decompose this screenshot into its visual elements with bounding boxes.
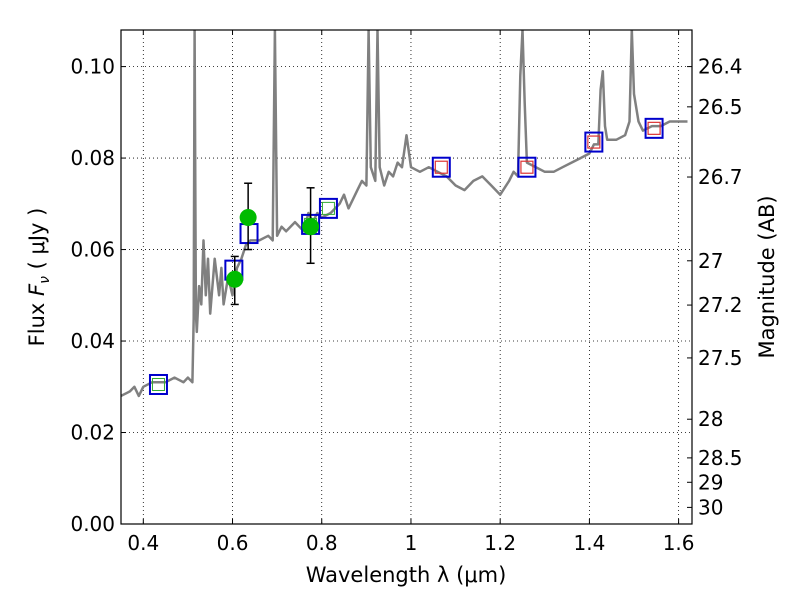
x-tick-label: 0.6 [217,531,249,555]
y-axis-label-text: Flux [25,303,49,347]
right-tick-label: 28.5 [698,446,743,470]
x-tick-label: 0.4 [127,531,159,555]
model-photometry-inner-red [520,160,534,174]
observed-point [302,218,320,236]
right-tick-label: 29 [698,470,723,494]
y-axis-label-subscript: ν [37,276,53,284]
right-tick-label: 26.5 [698,95,743,119]
model-photometry-layer [148,117,664,395]
y-tick-label: 0.00 [70,512,115,536]
spectrum-line [121,30,688,398]
x-tick-label: 1.4 [573,531,605,555]
model-photometry-inner-green [321,201,335,215]
x-axis-label: Wavelength λ (μm) [306,563,507,587]
model-photometry-inner-red [647,121,661,135]
observed-point [239,209,257,227]
y-axis-label: Flux Fν ( μJy ) [25,208,53,347]
right-tick-label: 28 [698,407,723,431]
model-photometry-inner-red [434,160,448,174]
model-photometry-box [644,117,664,139]
x-tick-label: 1 [405,531,418,555]
y-tick-label: 0.04 [70,329,115,353]
model-photometry-inner-red [587,135,601,149]
model-photometry-box [318,197,338,219]
observed-photometry-layer [226,182,320,306]
y-axis-label-symbol: F [25,283,49,296]
x-tick-label: 0.8 [306,531,338,555]
right-tick-label: 30 [698,495,723,519]
y-tick-label: 0.08 [70,146,115,170]
right-axis-label: Magnitude (AB) [755,195,779,358]
right-tick-label: 27.2 [698,293,743,317]
right-tick-label: 27.5 [698,346,743,370]
x-tick-labels: 0.4 0.6 0.8 1 1.2 1.4 1.6 [127,531,694,555]
y-tick-labels: 0.00 0.02 0.04 0.06 0.08 0.10 [70,55,115,536]
model-photometry-box [431,156,451,178]
model-photometry-inner-green [151,377,165,391]
model-photometry-box [584,131,604,153]
y-tick-label: 0.10 [70,55,115,79]
y-tick-label: 0.06 [70,238,115,262]
tick-marks [121,30,692,525]
x-tick-label: 1.6 [663,531,695,555]
right-tick-label: 26.7 [698,165,743,189]
spectrum-layer [121,30,688,398]
model-photometry-box [148,373,168,395]
right-tick-label: 27 [698,249,723,273]
observed-point [226,270,244,288]
x-tick-label: 1.2 [484,531,516,555]
model-photometry-box [517,156,537,178]
y-tick-label: 0.02 [70,421,115,445]
y-axis-label-units: ( μJy ) [25,208,49,270]
plot-frame [120,29,693,525]
right-tick-label: 26.4 [698,55,743,79]
